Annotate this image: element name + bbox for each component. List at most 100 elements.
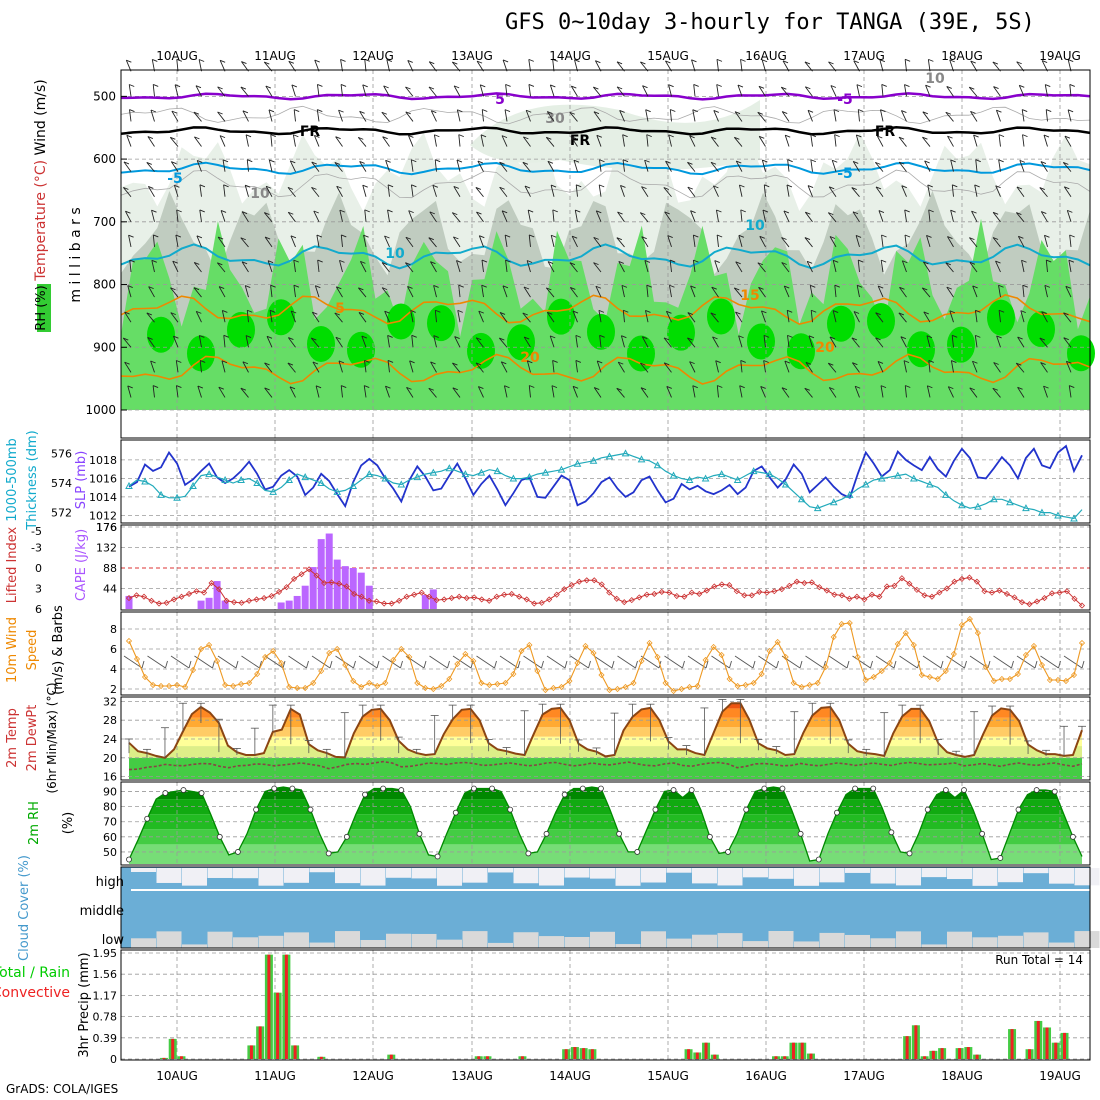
wind-barb-flag — [199, 184, 206, 188]
lifted-index-point — [913, 586, 920, 593]
lifted-index-point — [576, 578, 583, 585]
panel-frame — [120, 439, 1091, 524]
wind-speed-point — [382, 679, 389, 687]
wind-barb-flag — [668, 134, 674, 138]
wind-barb-flag — [669, 284, 675, 288]
wind-barb — [763, 184, 766, 197]
wind-barb — [452, 655, 472, 669]
wind-speed-point — [886, 659, 893, 667]
wind-barb-flag — [646, 134, 652, 138]
slp-tick-label: 1016 — [89, 472, 117, 485]
wind-barb-flag — [1044, 234, 1050, 238]
wind-barb — [1040, 211, 1048, 223]
thickness-tick-label: 572 — [51, 507, 72, 520]
wind-speed-point — [414, 679, 421, 687]
wind-barb-flag — [805, 211, 811, 215]
thickness-point — [589, 456, 598, 464]
wind-barb — [127, 385, 132, 398]
lifted-index-point — [531, 600, 538, 607]
wind-barb — [904, 84, 907, 97]
wind-barb-flag — [334, 161, 340, 165]
wind-barb-flag — [550, 335, 556, 339]
wind-speed-point — [574, 659, 581, 667]
wind-barb-flag — [669, 259, 676, 263]
wind-barb — [147, 186, 155, 197]
cape-bar — [277, 602, 285, 609]
contour-label: -5 — [837, 166, 853, 182]
wind-barb-flag — [599, 334, 605, 338]
wind-barb-flag — [757, 262, 764, 266]
wind-barb-flag — [898, 136, 905, 140]
wind-speed-point — [750, 679, 757, 687]
wind-barb-flag — [715, 360, 721, 364]
wind-barb — [383, 85, 390, 97]
wind-barb-flag — [875, 312, 881, 316]
wind-barb — [950, 159, 954, 172]
wind-barb — [646, 134, 649, 147]
wind-barb-flag — [552, 209, 558, 213]
wind-barb — [480, 134, 484, 147]
precip-convective-bar — [258, 1026, 262, 1059]
wind-barb-flag — [364, 385, 370, 389]
wind-barb — [287, 187, 296, 198]
lifted-index-point — [418, 589, 425, 596]
wind-barb-flag — [975, 159, 981, 163]
wind-barb-flag — [212, 660, 215, 669]
wind-barb-flag — [975, 334, 981, 338]
wind-barb — [992, 212, 1001, 223]
wind-barb — [526, 260, 531, 273]
wind-barb — [338, 109, 343, 122]
wind-barb — [152, 84, 155, 97]
wind-barb-flag — [381, 262, 388, 265]
pressure-tick-label: 600 — [93, 152, 116, 166]
wind-barb-flag — [663, 187, 669, 190]
rh-tick-label: 60 — [103, 831, 117, 844]
wind-barb — [926, 335, 931, 348]
wind-barb-flag — [364, 58, 370, 62]
wind-barb — [292, 134, 296, 147]
wind-barb-flag — [217, 86, 223, 90]
wind-barb — [950, 210, 954, 222]
wind-barb-flag — [570, 287, 576, 290]
wind-barb-flag — [433, 285, 439, 288]
wind-barb — [547, 161, 555, 172]
wind-barb — [428, 237, 437, 248]
precip-convective-bar — [477, 1056, 481, 1059]
wind-barb-flag — [264, 61, 270, 65]
rh-point — [470, 785, 477, 792]
lifted-index-point — [283, 584, 290, 591]
thickness-point — [445, 464, 454, 472]
wind-speed-point — [566, 677, 573, 685]
wind-barb — [1043, 134, 1048, 147]
wind-barb — [478, 310, 484, 323]
lifted-index-point — [208, 579, 215, 587]
wind-barb — [667, 235, 672, 248]
wind-barb-flag — [969, 387, 975, 391]
thickness-point — [765, 470, 774, 478]
wind-barb — [645, 109, 649, 122]
wind-barb — [853, 311, 860, 323]
wind-speed-point — [165, 682, 173, 690]
wind-barb — [387, 209, 390, 222]
wind-barb — [596, 135, 602, 147]
wind-barb — [476, 655, 495, 669]
wind-barb-flag — [1018, 235, 1024, 239]
wind-barb — [244, 185, 249, 197]
wind-barb — [405, 655, 425, 669]
lifted-index-point — [981, 588, 988, 595]
wind-barb-flag — [387, 209, 393, 213]
wind-barb-flag — [828, 362, 834, 366]
wind-barb — [335, 286, 343, 298]
high-cloud-gap — [666, 868, 692, 873]
wind-barb-flag — [293, 134, 299, 138]
wind-barb — [454, 336, 461, 348]
cape-bar — [325, 533, 333, 609]
wind-barb — [505, 260, 508, 273]
wind-barb — [340, 385, 343, 398]
wind-barb-flag — [470, 660, 474, 669]
wind-barb — [974, 335, 978, 348]
wind-barb-flag — [407, 285, 413, 289]
wind-barb — [690, 285, 696, 298]
wind-barb — [527, 209, 531, 222]
thickness-point — [877, 474, 886, 482]
